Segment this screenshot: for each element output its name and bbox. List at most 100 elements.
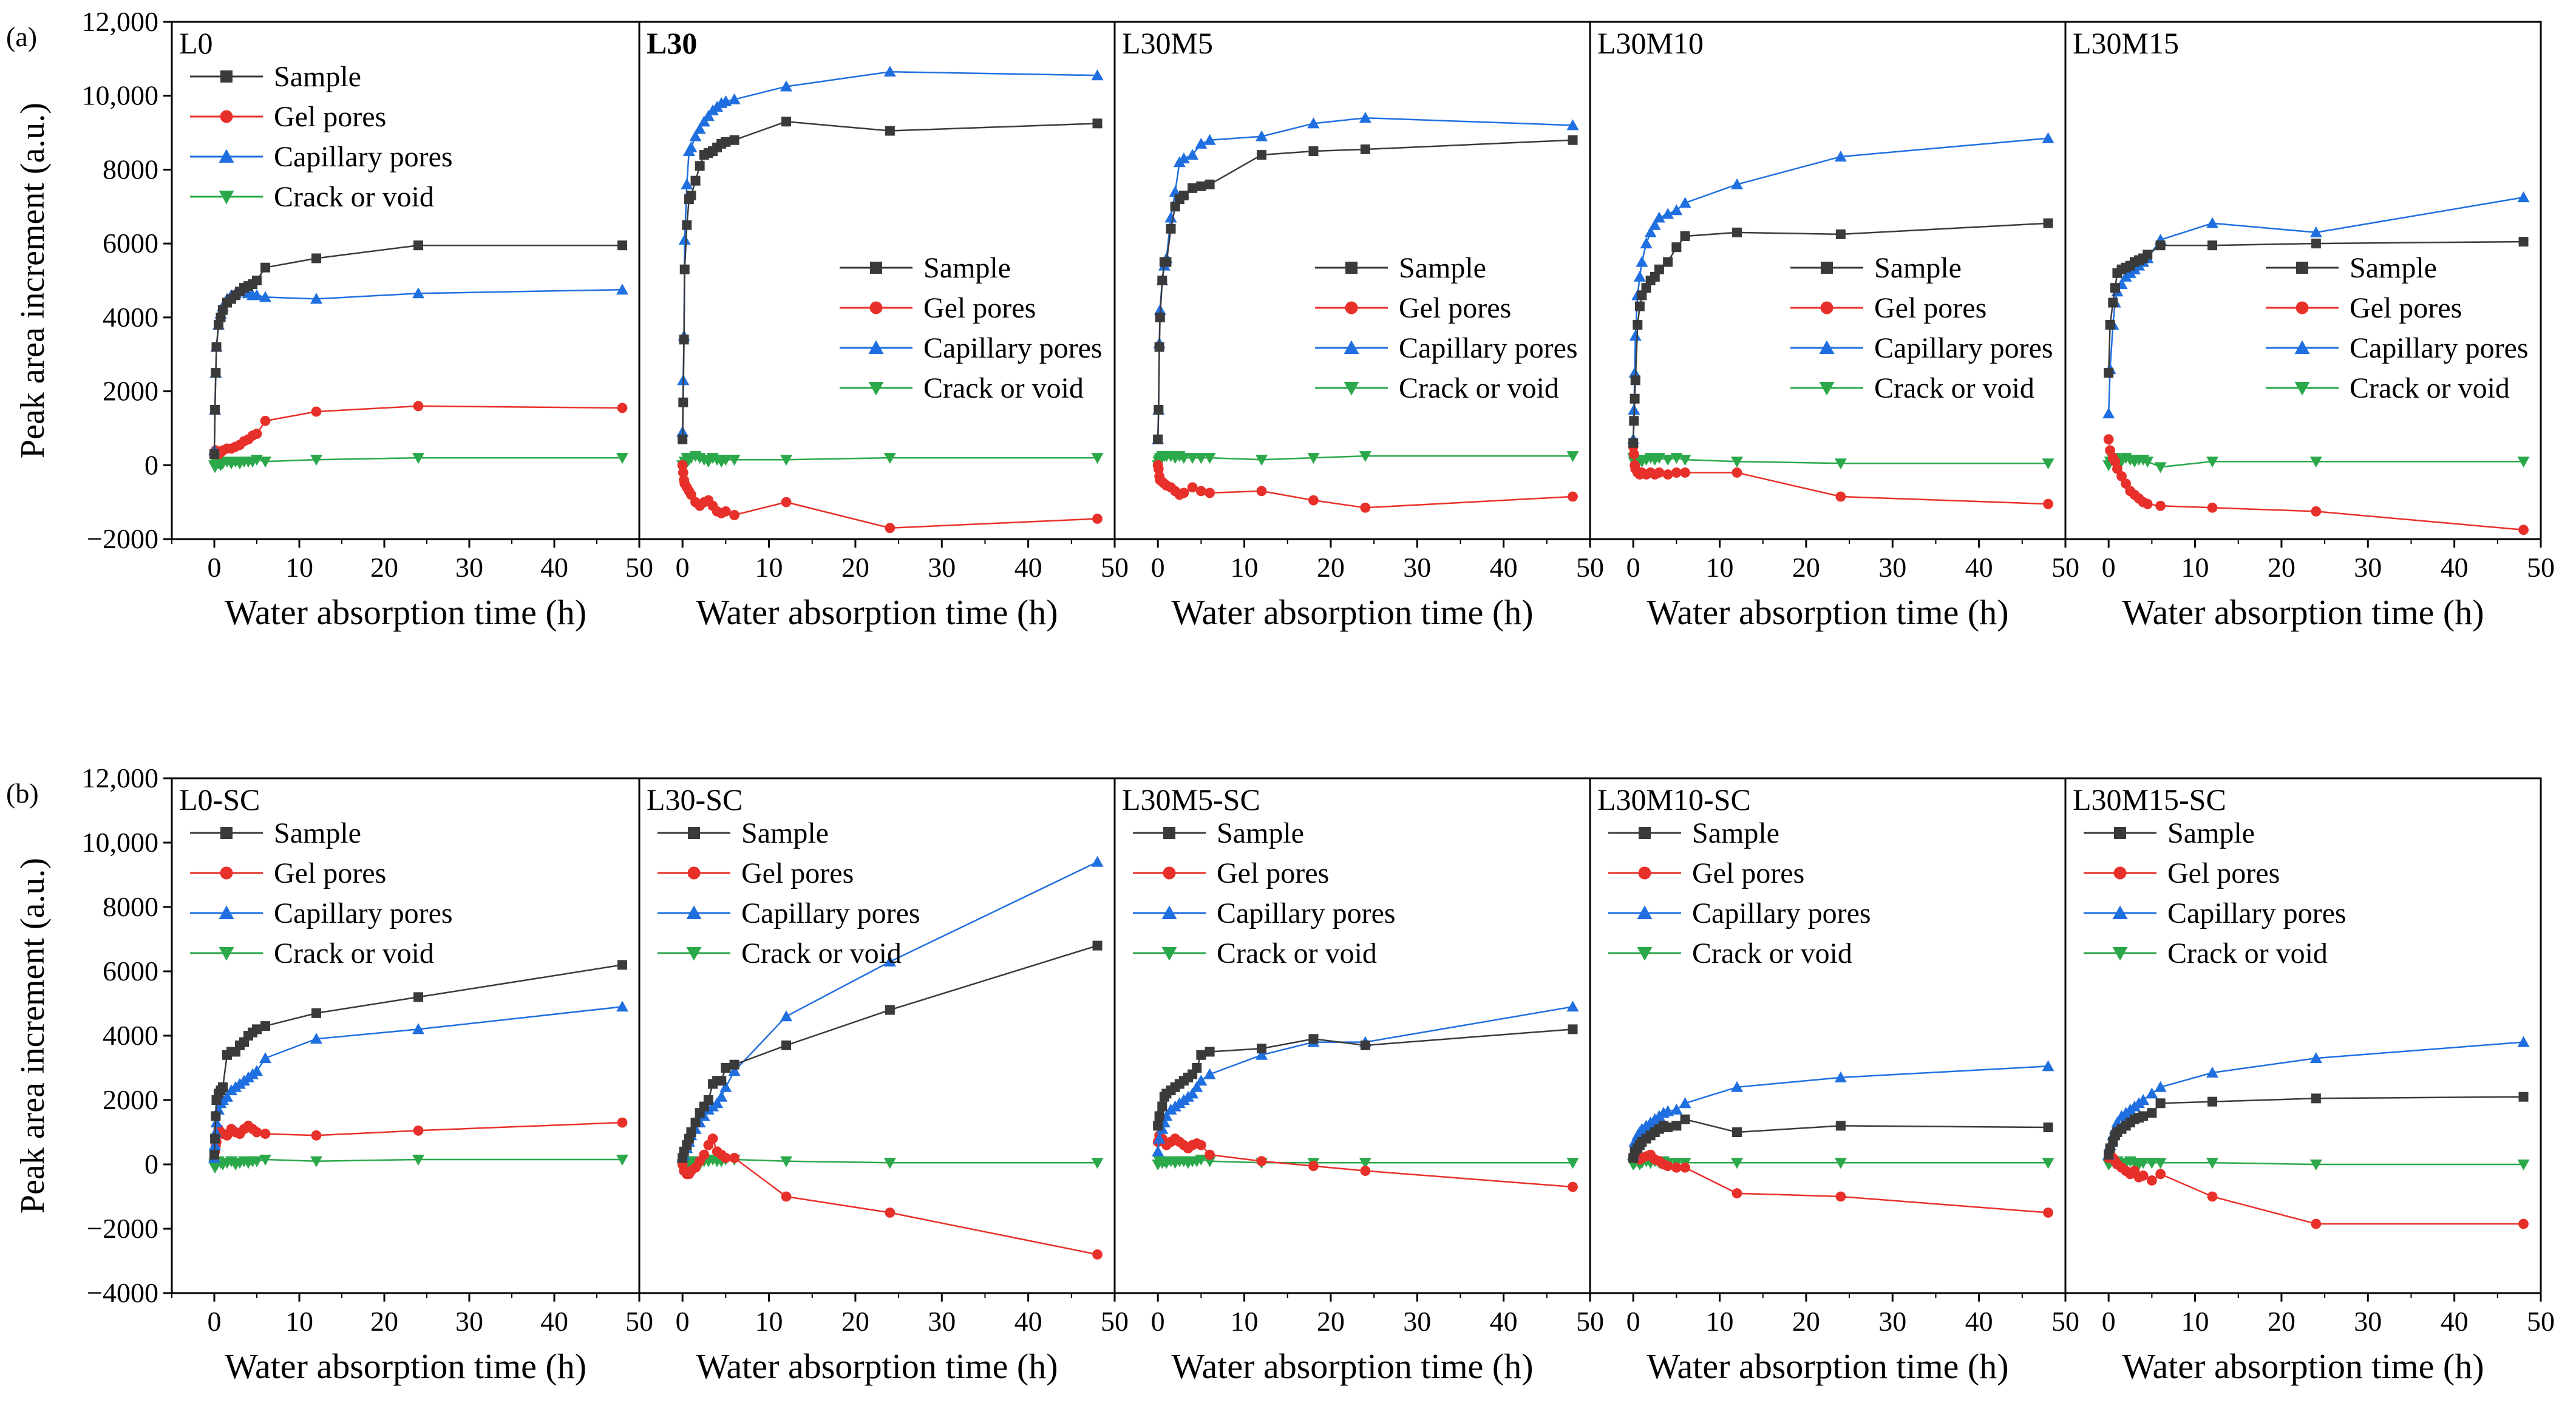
data-point (2311, 1093, 2321, 1104)
legend-label: Sample (741, 817, 829, 849)
data-point (1157, 276, 1167, 285)
legend-marker (2112, 905, 2128, 919)
x-tick-label: 10 (2181, 552, 2209, 583)
data-point (251, 289, 263, 301)
data-point (1308, 495, 1319, 506)
data-point (1257, 150, 1267, 160)
data-point (1191, 1081, 1203, 1092)
panel-l30m5: 0 10 20 30 40 50 Water absorption time (h) L30M… (1113, 21, 1604, 632)
data-point (210, 1133, 220, 1144)
legend-marker (1344, 382, 1359, 396)
data-point (1178, 487, 1189, 498)
data-point (2147, 1108, 2157, 1118)
data-point (1641, 283, 1651, 293)
data-point (1308, 1034, 1319, 1044)
data-point (2517, 1036, 2530, 1047)
data-point (260, 1021, 270, 1031)
data-point (2042, 1158, 2054, 1169)
legend-marker (1639, 827, 1651, 839)
legend-marker (220, 110, 233, 123)
panel-title: L30-SC (647, 783, 743, 817)
data-point (311, 1130, 322, 1141)
data-point (1653, 211, 1665, 223)
data-point (2141, 457, 2154, 468)
x-tick-label: 30 (2354, 1306, 2382, 1337)
data-point (311, 253, 321, 263)
data-point (677, 460, 688, 470)
data-point (707, 1133, 718, 1144)
data-point (729, 135, 739, 145)
legend-marker (686, 947, 702, 961)
legend-label: Capillary pores (1217, 897, 1396, 929)
data-point (2518, 237, 2529, 247)
data-point (1092, 940, 1103, 951)
data-point (1671, 1121, 1682, 1131)
x-tick-label: 20 (1792, 552, 1820, 583)
data-point (1169, 185, 1181, 197)
data-point (685, 141, 698, 152)
data-point (883, 1158, 896, 1169)
data-point (1155, 312, 1165, 322)
legend-label: Sample (274, 61, 361, 93)
series-group (676, 855, 1104, 1260)
series-group (1627, 1060, 2054, 1218)
series-group (1152, 112, 1579, 513)
data-point (1196, 1050, 1206, 1060)
data-point (211, 1111, 221, 1121)
data-point (678, 234, 691, 245)
data-point (2207, 502, 2218, 513)
data-point (1203, 1156, 1216, 1167)
data-point (1834, 151, 1847, 162)
panel-title: L30 (647, 26, 697, 60)
data-point (1636, 256, 1648, 267)
data-point (2042, 1060, 2054, 1071)
data-point (311, 1008, 321, 1018)
x-tick-label: 0 (1151, 552, 1165, 583)
data-point (1205, 179, 1215, 189)
x-tick-label: 50 (2051, 552, 2079, 583)
data-point (780, 455, 793, 466)
data-point (2311, 1218, 2322, 1229)
data-point (2043, 1207, 2053, 1218)
data-point (218, 305, 228, 315)
legend-label: Gel pores (923, 292, 1036, 324)
x-tick-label: 0 (2102, 1306, 2116, 1337)
data-point (1834, 458, 1847, 470)
data-point (412, 453, 424, 464)
data-point (2146, 1087, 2158, 1099)
data-point (1091, 69, 1104, 81)
x-tick-label: 10 (1231, 552, 1259, 583)
panel-frame (1589, 21, 2067, 540)
panel-l30m10-sc: 0 10 20 30 40 50 Water absorption time (h) L30M… (1589, 777, 2079, 1386)
data-point (2112, 463, 2122, 474)
data-point (1566, 451, 1579, 463)
x-tick-label: 50 (2527, 1306, 2555, 1337)
data-point (1166, 223, 1176, 234)
data-point (2311, 239, 2321, 249)
data-point (218, 1082, 228, 1092)
data-point (1256, 1048, 1268, 1060)
data-point (1359, 451, 1371, 463)
data-point (310, 293, 322, 304)
legend-marker (220, 866, 233, 880)
data-point (885, 126, 895, 136)
data-point (310, 1156, 322, 1167)
legend-label: Gel pores (2350, 292, 2462, 324)
data-point (1634, 301, 1645, 311)
data-point (719, 455, 732, 466)
data-point (2146, 1158, 2158, 1169)
panel-title: L30M10 (1597, 26, 1704, 60)
data-point (1680, 467, 1691, 478)
legend-label: Capillary pores (274, 897, 453, 929)
data-point (617, 402, 628, 413)
data-point (2154, 462, 2167, 474)
legend-label: Gel pores (1399, 292, 1511, 324)
data-point (1834, 1158, 1847, 1169)
series-line-gel-pores (213, 405, 623, 455)
data-point (1835, 1121, 1846, 1131)
data-point (1650, 271, 1660, 282)
data-point (695, 161, 705, 171)
x-tick-label: 10 (2181, 1306, 2209, 1337)
x-tick-label: 50 (625, 552, 653, 583)
legend-label: Capillary pores (923, 332, 1103, 364)
